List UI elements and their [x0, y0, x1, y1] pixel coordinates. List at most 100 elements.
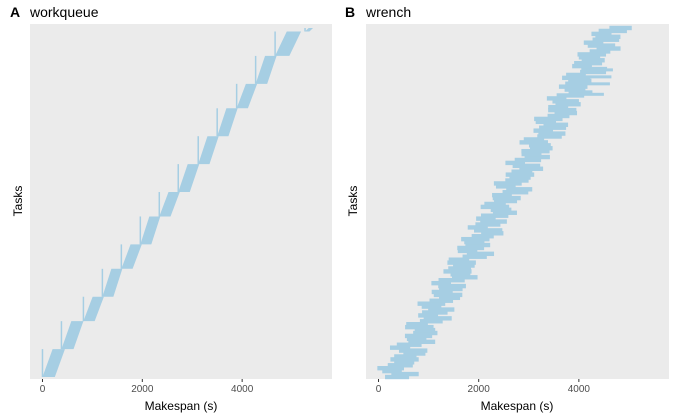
panel-a-task-batch-13: [275, 31, 302, 56]
panel-b-task-bar-95: [552, 99, 579, 104]
panel-b-task-bar-58: [490, 207, 512, 213]
panel-b-task-bar-22: [418, 313, 439, 318]
panel-b-task-bar-7: [390, 357, 419, 362]
panel-a-task-batch-2: [61, 321, 84, 350]
panel-b-task-bar-15: [404, 333, 433, 339]
panel-b-task-bar-96: [546, 96, 567, 101]
panel-b-task-bar-108: [574, 60, 603, 66]
panel-b-task-bar-31: [439, 286, 463, 292]
panel-b-task-bar-110: [578, 55, 601, 60]
panel-a-x-tick-label-1: 0: [40, 384, 46, 395]
panel-b-task-bar-9: [403, 351, 426, 356]
panel-b-task-bar-33: [431, 280, 452, 286]
panel-b-task-bar-23: [422, 310, 448, 315]
panel-b-task-bar-3: [382, 368, 402, 374]
panel-a-task-batch-9: [198, 136, 219, 165]
panel-b-task-bar-97: [556, 93, 585, 98]
panel-a-task-bars: [41, 28, 314, 377]
panel-b-x-axis: 0 2000 4000: [376, 379, 591, 395]
panel-b-task-bar-20: [419, 319, 443, 324]
panel-b-task-bar-114: [587, 43, 616, 48]
panel-b-task-bar-67: [493, 181, 522, 186]
panel-b-task-bar-35: [452, 275, 478, 280]
panel-b-task-bar-62: [492, 195, 521, 201]
panel-a-letter: A: [10, 4, 20, 20]
panel-b-task-bar-30: [431, 289, 453, 295]
panel-b-task-bar-42: [462, 254, 487, 259]
panel-a-task-batch-14: [305, 28, 314, 32]
panel-b-straggler-bar-2: [581, 82, 610, 86]
panel-b-task-bar-25: [421, 304, 442, 309]
panel-b-task-bar-32: [438, 283, 466, 289]
panel-a-plot-background: [30, 24, 332, 379]
panel-b-task-bar-55: [476, 216, 496, 221]
panel-b-task-bar-117: [595, 34, 621, 39]
panel-a-x-axis-label: Makespan (s): [145, 399, 218, 413]
panel-b-task-bar-41: [448, 257, 470, 262]
panel-b-task-bar-65: [506, 187, 533, 192]
panel-b-task-bar-24: [428, 307, 455, 312]
panel-b-task-bar-107: [572, 63, 592, 69]
panel-b-task-bar-120: [609, 25, 632, 31]
panel-a-x-axis: 0 2000 4000: [40, 379, 254, 395]
panel-b-task-bar-112: [589, 49, 611, 54]
panel-b-task-bar-17: [414, 327, 436, 333]
panel-b-task-bar-76: [524, 154, 550, 160]
panel-b-task-bar-71: [511, 169, 533, 174]
panel-b-task-bar-64: [502, 190, 529, 195]
panel-b-task-bar-102: [568, 78, 592, 83]
panel-b-task-bar-2: [391, 371, 419, 377]
panel-b-x-axis-label: Makespan (s): [481, 399, 554, 413]
panel-b-task-bar-21: [423, 316, 452, 321]
panel-b-task-bar-36: [450, 272, 471, 277]
panel-b-task-bar-103: [562, 75, 590, 81]
panel-b-task-bar-8: [394, 354, 417, 359]
panel-b-task-bar-39: [453, 263, 475, 268]
panel-b-task-bar-72: [519, 166, 544, 171]
panel-b-task-bar-82: [523, 137, 545, 142]
panel-a-task-batch-7: [159, 192, 180, 217]
panel-b-task-bar-80: [528, 143, 551, 148]
panel-b-task-bar-44: [457, 248, 478, 254]
panel-b-task-bar-66: [495, 184, 516, 189]
panel-a-x-tick-label-3: 4000: [231, 384, 254, 395]
panel-a-task-batch-10: [217, 108, 238, 137]
panel-b-letter: B: [345, 4, 355, 20]
panel-b-task-bar-83: [537, 134, 562, 139]
panel-b-task-bar-119: [598, 28, 627, 34]
panel-a-task-batch-6: [140, 216, 161, 245]
panel-a-task-batch-12: [255, 55, 277, 84]
panel-b-task-bar-79: [530, 146, 553, 151]
panel-b-task-bar-68: [505, 178, 529, 183]
panel-b-task-bar-37: [443, 269, 472, 274]
panel-b-task-bar-28: [439, 295, 461, 301]
panel-b-task-bar-38: [448, 266, 472, 271]
panel-b-task-bar-10: [398, 348, 428, 353]
panel-b-x-tick-label-3: 4000: [568, 384, 591, 395]
panel-b-task-bar-104: [566, 72, 586, 78]
panel-b-task-bars: [377, 25, 632, 380]
panel-b-task-bar-93: [548, 104, 569, 110]
panel-b-task-bar-90: [547, 113, 570, 119]
panel-a-x-tick-label-2: 2000: [131, 384, 154, 395]
panel-b-y-axis-label: Tasks: [346, 186, 360, 217]
panel-b-task-bar-98: [568, 90, 593, 95]
panel-b-task-bar-49: [471, 234, 494, 239]
panel-b-task-bar-51: [474, 228, 503, 233]
panel-b-task-bar-60: [484, 201, 506, 207]
panel-b-task-bar-94: [555, 102, 581, 107]
panel-a-title: workqueue: [29, 4, 99, 20]
panel-b-task-bar-85: [533, 128, 554, 133]
panel-b-task-bar-105: [580, 69, 607, 75]
panel-a-task-batch-5: [121, 244, 142, 269]
panel-b-task-bar-78: [521, 148, 550, 154]
panel-b-task-bar-14: [406, 336, 427, 342]
panel-b-task-bar-70: [505, 172, 535, 177]
panel-b-task-bar-11: [389, 345, 411, 350]
panel-b-task-bar-86: [539, 125, 567, 130]
panel-b-task-bar-26: [417, 301, 446, 306]
panel-b-task-bar-109: [581, 58, 605, 63]
panel-b-task-bar-61: [494, 198, 518, 204]
panel-b-title: wrench: [365, 4, 411, 20]
panel-b-task-bar-27: [429, 298, 454, 303]
